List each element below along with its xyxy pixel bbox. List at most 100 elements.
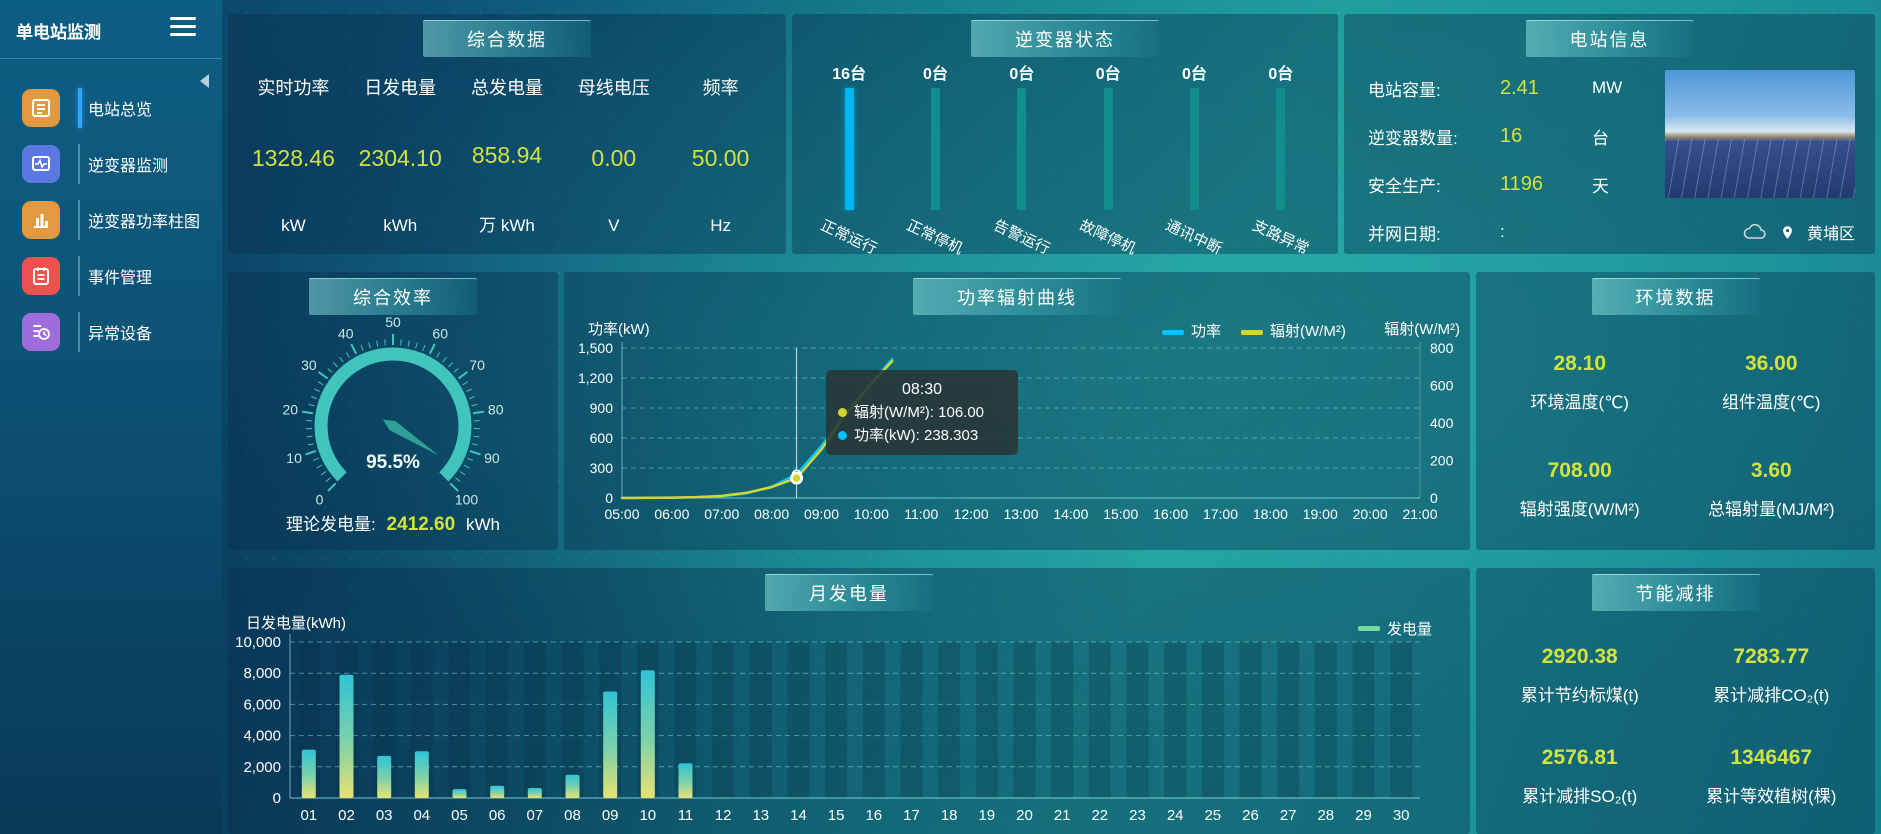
saving-coal: 2920.38 累计节约标煤(t) bbox=[1520, 645, 1639, 705]
left-axis-title: 功率(kW) bbox=[588, 321, 650, 338]
panel-title-efficiency: 综合效率 bbox=[309, 278, 477, 315]
legend-radiation[interactable]: 辐射(W/M²) bbox=[1241, 320, 1346, 341]
legend-power[interactable]: 功率 bbox=[1162, 320, 1221, 341]
sidebar-collapse-icon[interactable] bbox=[200, 74, 209, 88]
tooltip-time: 08:30 bbox=[901, 381, 943, 398]
inverter-status-bars: 16台 正常运行 0台 正常停机 0台 告警运行 0台 故障停机 0台 通讯中断… bbox=[806, 60, 1324, 258]
panel-power-curve[interactable]: 功率辐射曲线 功率(kW) 功率 辐射(W/M²) 辐射(W/M²) 1,500… bbox=[564, 272, 1470, 550]
svg-text:23: 23 bbox=[1129, 807, 1146, 824]
svg-text:25: 25 bbox=[1204, 807, 1221, 824]
metric-realtime-power: 实时功率 1328.46 kW bbox=[251, 78, 335, 235]
svg-text:17:00: 17:00 bbox=[1203, 506, 1238, 522]
svg-text:10: 10 bbox=[639, 807, 656, 824]
svg-text:20:00: 20:00 bbox=[1353, 506, 1388, 522]
saving-so2: 2576.81 累计减排SO₂(t) bbox=[1522, 746, 1638, 806]
svg-text:0: 0 bbox=[273, 790, 281, 807]
svg-text:15: 15 bbox=[828, 807, 845, 824]
sidebar-item-station-overview[interactable]: 电站总览 bbox=[0, 80, 222, 136]
weather-cloud-icon bbox=[1743, 223, 1766, 239]
svg-text:02: 02 bbox=[338, 807, 355, 824]
svg-text:09:00: 09:00 bbox=[804, 506, 839, 522]
sidebar-header: 单电站监测 bbox=[0, 0, 222, 59]
svg-text:12: 12 bbox=[715, 807, 732, 824]
svg-text:05:00: 05:00 bbox=[604, 506, 639, 522]
sidebar-item-inverter-power-bars[interactable]: 逆变器功率柱图 bbox=[0, 192, 222, 248]
monthly-axis-title: 日发电量(kWh) bbox=[246, 615, 346, 632]
svg-text:18:00: 18:00 bbox=[1253, 506, 1288, 522]
sidebar-item-inverter-monitor[interactable]: 逆变器监测 bbox=[0, 136, 222, 192]
svg-text:40: 40 bbox=[338, 325, 354, 341]
panel-efficiency: 综合效率 0 10 20 30 40 50 60 70 80 90 100 95.5% 理论发电量: … bbox=[228, 272, 558, 550]
svg-text:21:00: 21:00 bbox=[1402, 506, 1437, 522]
sidebar-item-abnormal-devices[interactable]: 异常设备 bbox=[0, 304, 222, 360]
svg-text:01: 01 bbox=[300, 807, 317, 824]
event-notebook-icon bbox=[22, 257, 60, 295]
svg-text:06:00: 06:00 bbox=[654, 506, 689, 522]
svg-text:13:00: 13:00 bbox=[1003, 506, 1038, 522]
monthly-legend[interactable]: 发电量 bbox=[1357, 618, 1432, 639]
saving-trees: 1346467 累计等效植树(棵) bbox=[1706, 746, 1837, 806]
nav-divider bbox=[78, 256, 80, 296]
svg-text:11:00: 11:00 bbox=[904, 506, 938, 522]
monthly-bar-chart[interactable]: 10,000 8,000 6,000 4,000 2,000 0 01 02 03 04 05 06 0… bbox=[228, 568, 1470, 834]
metric-bus-voltage: 母线电压 0.00 V bbox=[577, 78, 650, 235]
svg-text:90: 90 bbox=[484, 450, 500, 466]
svg-text:30: 30 bbox=[1393, 807, 1410, 824]
nav-divider bbox=[78, 312, 80, 352]
svg-text:600: 600 bbox=[590, 430, 614, 446]
svg-text:19: 19 bbox=[978, 807, 995, 824]
chart-tooltip: 08:30 辐射(W/M²): 106.00 功率(kW): 238.303 bbox=[826, 370, 1018, 455]
status-alarm-run: 0台 告警运行 bbox=[990, 66, 1053, 258]
status-bar bbox=[1103, 88, 1113, 210]
sidebar-nav: 电站总览 逆变器监测 逆变器功率柱图 事件管理 bbox=[0, 80, 222, 360]
svg-text:06: 06 bbox=[489, 807, 506, 824]
sidebar-item-event-management[interactable]: 事件管理 bbox=[0, 248, 222, 304]
svg-text:200: 200 bbox=[1430, 453, 1454, 469]
row-safe-days: 安全生产: 1196 天 bbox=[1368, 172, 1609, 196]
svg-text:09: 09 bbox=[602, 807, 619, 824]
svg-text:07:00: 07:00 bbox=[704, 506, 739, 522]
panel-title-power-curve: 功率辐射曲线 bbox=[913, 278, 1121, 315]
location-pin-icon[interactable] bbox=[1780, 223, 1795, 242]
status-comm-lost: 0台 通讯中断 bbox=[1163, 66, 1225, 258]
svg-text:21: 21 bbox=[1054, 807, 1071, 824]
nav-divider bbox=[78, 200, 80, 240]
svg-text:26: 26 bbox=[1242, 807, 1259, 824]
status-normal-run: 16台 正常运行 bbox=[817, 66, 880, 258]
svg-text:60: 60 bbox=[432, 325, 448, 341]
summary-metrics: 实时功率 1328.46 kW 日发电量 2304.10 kWh 总发电量 85… bbox=[240, 74, 774, 236]
svg-text:100: 100 bbox=[455, 492, 479, 508]
svg-text:29: 29 bbox=[1355, 807, 1372, 824]
svg-text:04: 04 bbox=[413, 807, 430, 824]
svg-text:14: 14 bbox=[790, 807, 807, 824]
svg-text:20: 20 bbox=[283, 402, 299, 418]
env-irradiance: 708.00 辐射强度(W/M²) bbox=[1519, 459, 1640, 519]
sidebar-item-label: 异常设备 bbox=[88, 326, 153, 343]
theoretical-generation: 理论发电量: 2412.60 kWh bbox=[286, 514, 500, 535]
panel-title-energy-saving: 节能减排 bbox=[1591, 574, 1760, 611]
inverter-monitor-icon bbox=[22, 145, 60, 183]
location-row: 黄埔区 bbox=[1742, 220, 1855, 244]
svg-text:16:00: 16:00 bbox=[1153, 506, 1188, 522]
panel-station-info: 电站信息 电站容量: 2.41 MW 逆变器数量: 16 台 安全生产: 119… bbox=[1344, 14, 1875, 254]
svg-text:03: 03 bbox=[376, 807, 393, 824]
svg-text:14:00: 14:00 bbox=[1053, 506, 1088, 522]
panel-monthly-generation[interactable]: 月发电量 日发电量(kWh) 发电量 10,000 8,000 6,000 4,000… bbox=[228, 568, 1470, 834]
panel-title-station-info: 电站信息 bbox=[1525, 20, 1694, 57]
svg-text:15:00: 15:00 bbox=[1103, 506, 1138, 522]
bar-chart-icon bbox=[22, 201, 60, 239]
sidebar-item-label: 电站总览 bbox=[88, 102, 153, 119]
environment-metrics: 28.10 环境温度(℃) 36.00 组件温度(℃) 708.00 辐射强度(… bbox=[1484, 332, 1867, 540]
svg-text:18: 18 bbox=[941, 807, 958, 824]
svg-text:0: 0 bbox=[605, 490, 613, 506]
svg-text:12:00: 12:00 bbox=[954, 506, 989, 522]
status-bar bbox=[844, 88, 854, 210]
panel-title-inverter-status: 逆变器状态 bbox=[971, 20, 1159, 57]
svg-text:900: 900 bbox=[590, 400, 614, 416]
menu-toggle-icon[interactable] bbox=[170, 17, 196, 39]
svg-text:0: 0 bbox=[1430, 490, 1438, 506]
svg-text:27: 27 bbox=[1280, 807, 1297, 824]
status-normal-stop: 0台 正常停机 bbox=[904, 66, 966, 258]
row-grid-date: 并网日期: : bbox=[1368, 222, 1505, 244]
